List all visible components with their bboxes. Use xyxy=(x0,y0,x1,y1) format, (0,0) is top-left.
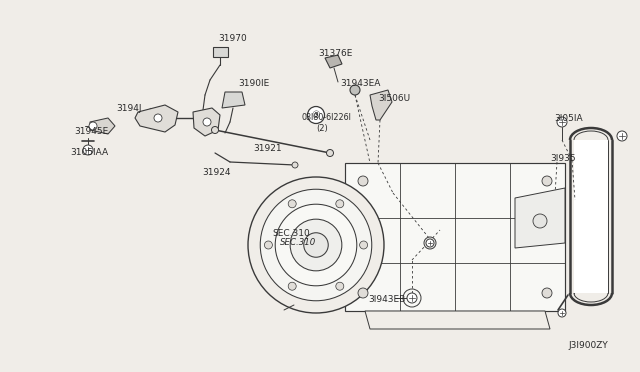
Circle shape xyxy=(336,200,344,208)
Polygon shape xyxy=(345,163,565,311)
Polygon shape xyxy=(193,108,220,136)
Circle shape xyxy=(288,200,296,208)
Text: 31943EA: 31943EA xyxy=(340,78,380,87)
Circle shape xyxy=(407,293,417,303)
Polygon shape xyxy=(325,55,342,68)
Text: ③: ③ xyxy=(312,110,321,120)
Circle shape xyxy=(203,118,211,126)
Polygon shape xyxy=(135,105,178,132)
Circle shape xyxy=(275,204,357,286)
Text: J3I900ZY: J3I900ZY xyxy=(568,341,608,350)
Text: 3I943EB: 3I943EB xyxy=(368,295,405,305)
Text: (2): (2) xyxy=(316,124,328,132)
Circle shape xyxy=(326,150,333,157)
Circle shape xyxy=(542,288,552,298)
Circle shape xyxy=(260,189,372,301)
Text: 31376E: 31376E xyxy=(318,48,353,58)
Text: 3190IE: 3190IE xyxy=(238,78,269,87)
Text: 31924: 31924 xyxy=(202,167,230,176)
Text: 31921: 31921 xyxy=(253,144,282,153)
Circle shape xyxy=(83,145,93,155)
Polygon shape xyxy=(90,118,115,134)
Text: SEC.310: SEC.310 xyxy=(272,228,310,237)
Polygon shape xyxy=(574,140,608,293)
Text: 3I05IA: 3I05IA xyxy=(554,113,582,122)
Text: 31970: 31970 xyxy=(218,33,247,42)
Text: 3194J: 3194J xyxy=(116,103,141,112)
Polygon shape xyxy=(213,47,228,57)
Circle shape xyxy=(264,241,273,249)
Circle shape xyxy=(350,85,360,95)
Circle shape xyxy=(292,162,298,168)
Circle shape xyxy=(557,117,567,127)
Circle shape xyxy=(358,288,368,298)
Polygon shape xyxy=(222,92,245,108)
Circle shape xyxy=(154,114,162,122)
Circle shape xyxy=(288,282,296,290)
Polygon shape xyxy=(365,311,550,329)
Circle shape xyxy=(533,214,547,228)
Text: 3105IAA: 3105IAA xyxy=(70,148,108,157)
Text: 08I80-6I226I: 08I80-6I226I xyxy=(302,112,352,122)
Circle shape xyxy=(358,176,368,186)
Circle shape xyxy=(290,219,342,271)
Text: SEC.310: SEC.310 xyxy=(280,237,316,247)
Polygon shape xyxy=(370,90,392,120)
Circle shape xyxy=(617,131,627,141)
Polygon shape xyxy=(515,188,565,248)
Circle shape xyxy=(248,177,384,313)
Text: 31945E: 31945E xyxy=(74,126,108,135)
Circle shape xyxy=(336,282,344,290)
Text: 3I935: 3I935 xyxy=(550,154,575,163)
Circle shape xyxy=(424,237,436,249)
Circle shape xyxy=(304,233,328,257)
Text: 3I506U: 3I506U xyxy=(378,93,410,103)
Circle shape xyxy=(542,176,552,186)
Circle shape xyxy=(558,309,566,317)
Circle shape xyxy=(426,239,434,247)
Circle shape xyxy=(307,106,324,124)
Circle shape xyxy=(360,241,367,249)
Circle shape xyxy=(211,126,218,134)
Circle shape xyxy=(89,122,97,130)
